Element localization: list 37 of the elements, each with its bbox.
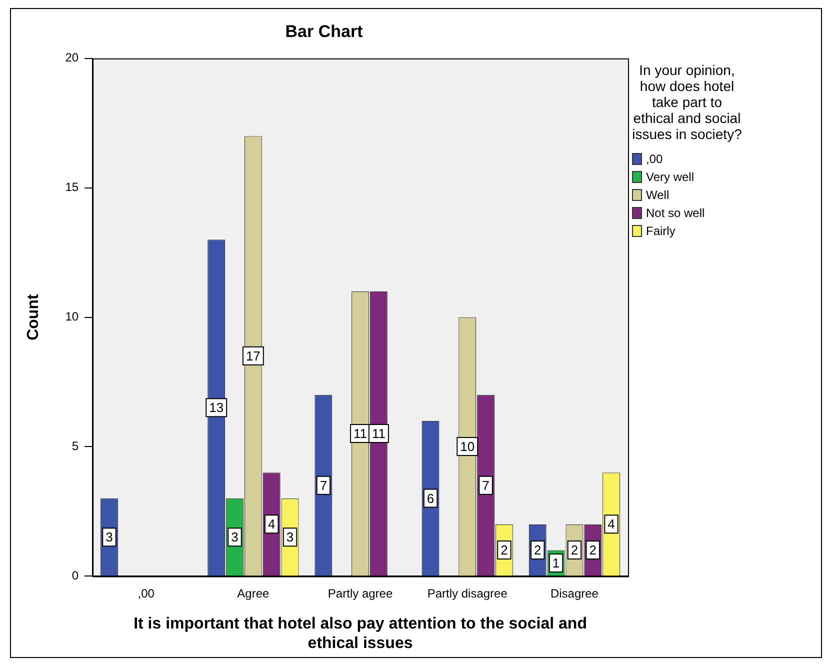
data-label: 3 [286, 530, 294, 545]
data-label: 11 [372, 426, 386, 442]
y-tick-label: 15 [65, 180, 79, 194]
data-label: 3 [231, 530, 238, 545]
y-tick-label: 5 [72, 439, 79, 454]
data-label: 11 [354, 426, 368, 442]
data-label: 4 [608, 516, 615, 532]
data-label: 1 [552, 556, 560, 571]
x-tick-label: Partly agree [328, 586, 393, 601]
y-tick-label: 20 [65, 50, 79, 65]
chart-title: Bar Chart [285, 22, 364, 41]
data-label: 6 [426, 490, 434, 506]
data-label: 3 [106, 530, 113, 545]
data-label: 13 [209, 400, 224, 416]
x-tick-label: Agree [237, 586, 270, 601]
x-tick-label: Partly disagree [427, 586, 508, 601]
data-label: 2 [589, 542, 596, 558]
data-label: 10 [460, 439, 475, 454]
legend-label: Fairly [646, 224, 676, 238]
y-tick-label: 10 [65, 310, 79, 324]
data-label: 4 [268, 516, 276, 532]
x-tick-label: ,00 [138, 586, 155, 601]
data-label: 2 [534, 542, 542, 558]
legend-label: Not so well [646, 206, 705, 220]
data-label: 17 [246, 348, 260, 364]
y-tick-label: 0 [72, 568, 79, 583]
legend-label: Very well [646, 170, 694, 184]
x-axis-title: It is important that hotel also pay attention to the social and ethical issues [134, 616, 587, 652]
y-axis-title: Count [25, 294, 42, 340]
legend-label: Well [646, 188, 670, 202]
legend-label: ,00 [646, 152, 663, 166]
data-label: 7 [320, 478, 328, 493]
x-tick-label: Disagree [550, 586, 599, 601]
data-label: 7 [482, 478, 490, 493]
data-label: 2 [500, 542, 508, 558]
data-label: 2 [570, 542, 578, 558]
legend-title: In your opinion, how does hotel take part to ethical and social issues in society? [632, 62, 742, 142]
